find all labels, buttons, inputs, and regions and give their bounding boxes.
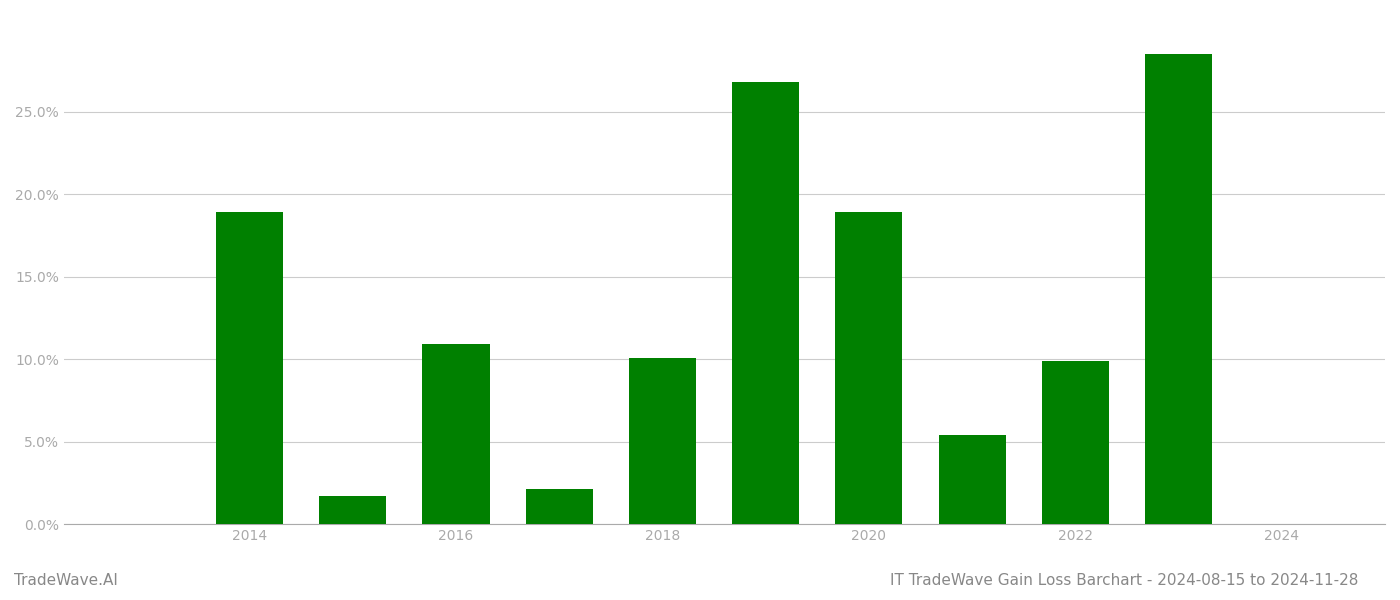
- Bar: [423, 344, 490, 524]
- Bar: [732, 82, 799, 524]
- Bar: [216, 212, 283, 524]
- Bar: [629, 358, 696, 524]
- Bar: [1145, 54, 1212, 524]
- Bar: [319, 496, 386, 524]
- Bar: [836, 212, 903, 524]
- Bar: [938, 435, 1005, 524]
- Bar: [525, 490, 592, 524]
- Text: TradeWave.AI: TradeWave.AI: [14, 573, 118, 588]
- Bar: [1042, 361, 1109, 524]
- Text: IT TradeWave Gain Loss Barchart - 2024-08-15 to 2024-11-28: IT TradeWave Gain Loss Barchart - 2024-0…: [889, 573, 1358, 588]
